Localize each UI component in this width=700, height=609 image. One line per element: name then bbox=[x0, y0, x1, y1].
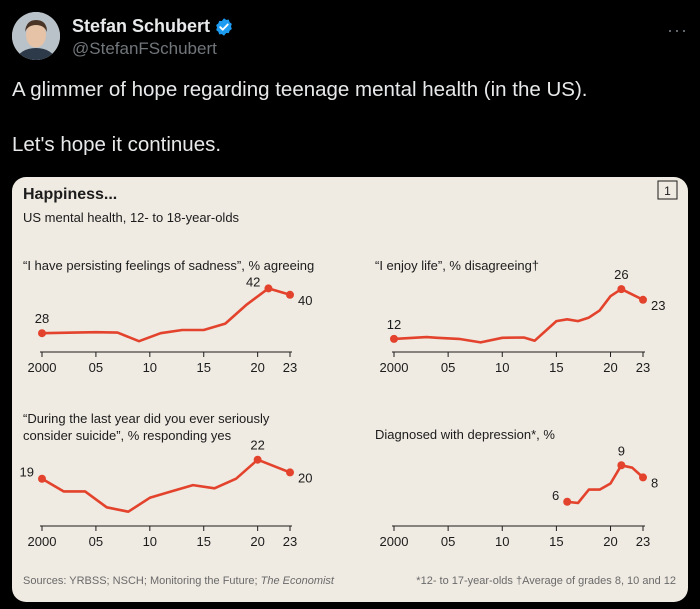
x-tick-label: 23 bbox=[636, 360, 650, 375]
x-tick-label: 10 bbox=[495, 360, 509, 375]
x-tick-label: 20 bbox=[603, 360, 617, 375]
chart-panel-3: “During the last year did you ever serio… bbox=[20, 411, 313, 549]
chart-panel-1: “I have persisting feelings of sadness”,… bbox=[23, 258, 314, 375]
data-label: 12 bbox=[387, 317, 401, 332]
data-label: 23 bbox=[651, 298, 665, 313]
x-tick-label: 05 bbox=[89, 360, 103, 375]
data-point bbox=[264, 284, 273, 293]
data-label: 6 bbox=[552, 488, 559, 503]
display-name[interactable]: Stefan Schubert bbox=[72, 16, 211, 36]
data-point bbox=[253, 455, 262, 464]
series-line bbox=[392, 287, 645, 344]
data-point bbox=[286, 468, 294, 477]
figure-number: 1 bbox=[664, 184, 671, 198]
x-tick-label: 23 bbox=[636, 534, 650, 549]
panel-title: Diagnosed with depression*, % bbox=[375, 427, 555, 442]
chart-panel-2: “I enjoy life”, % disagreeing† 2000 05 10 15… bbox=[375, 258, 665, 375]
x-tick-label: 15 bbox=[197, 360, 211, 375]
data-label: 9 bbox=[618, 443, 625, 458]
name-row: Stefan Schubert bbox=[72, 16, 234, 37]
x-tick-label: 05 bbox=[441, 534, 455, 549]
series-line bbox=[565, 463, 645, 505]
x-tick-label: 2000 bbox=[380, 534, 409, 549]
series-line bbox=[40, 287, 292, 343]
sources-text: Sources: YRBSS; NSCH; Monitoring the Fut… bbox=[23, 575, 261, 587]
data-point bbox=[38, 329, 46, 338]
data-label: 28 bbox=[35, 311, 49, 326]
x-tick-label: 05 bbox=[441, 360, 455, 375]
user-handle[interactable]: @StefanFSchubert bbox=[72, 39, 217, 58]
panel-title: consider suicide”, % responding yes bbox=[23, 428, 232, 443]
data-label: 22 bbox=[250, 438, 264, 453]
panel-title: “I enjoy life”, % disagreeing† bbox=[375, 258, 539, 273]
figure-title: Happiness... bbox=[23, 186, 117, 203]
data-label: 26 bbox=[614, 267, 628, 282]
data-label: 40 bbox=[298, 293, 312, 308]
data-point bbox=[639, 295, 647, 304]
chart-image[interactable]: Happiness... US mental health, 12- to 18… bbox=[12, 177, 688, 602]
data-label: 20 bbox=[298, 470, 312, 485]
more-options-icon[interactable]: ··· bbox=[667, 20, 688, 40]
x-tick-label: 10 bbox=[143, 534, 157, 549]
x-tick-label: 23 bbox=[283, 534, 297, 549]
figure-subtitle: US mental health, 12- to 18-year-olds bbox=[23, 210, 240, 225]
x-tick-label: 20 bbox=[250, 360, 264, 375]
figure-footnote: *12- to 17-year-olds †Average of grades … bbox=[416, 575, 676, 587]
x-tick-label: 15 bbox=[549, 534, 563, 549]
series-line bbox=[40, 458, 292, 514]
data-point bbox=[563, 497, 572, 506]
x-tick-label: 23 bbox=[283, 360, 297, 375]
x-tick-label: 20 bbox=[250, 534, 264, 549]
data-label: 19 bbox=[20, 465, 34, 480]
x-tick-label: 15 bbox=[197, 534, 211, 549]
data-point bbox=[38, 474, 46, 483]
tweet-line-1: A glimmer of hope regarding teenage ment… bbox=[12, 78, 588, 101]
x-tick-label: 2000 bbox=[380, 360, 409, 375]
tweet-text: A glimmer of hope regarding teenage ment… bbox=[12, 76, 672, 159]
tweet-header: Stefan Schubert @StefanFSchubert ··· bbox=[12, 12, 688, 64]
figure-number-box bbox=[657, 180, 678, 200]
x-tick-label: 10 bbox=[143, 360, 157, 375]
x-tick-label: 15 bbox=[549, 360, 563, 375]
data-point bbox=[390, 334, 398, 343]
data-point bbox=[639, 473, 647, 482]
x-tick-label: 10 bbox=[495, 534, 509, 549]
figure-sources: Sources: YRBSS; NSCH; Monitoring the Fut… bbox=[23, 575, 335, 587]
data-point bbox=[286, 290, 294, 299]
data-label: 8 bbox=[651, 475, 658, 490]
figure-svg: Happiness... US mental health, 12- to 18… bbox=[20, 180, 678, 587]
x-tick-label: 05 bbox=[89, 534, 103, 549]
data-label: 42 bbox=[246, 274, 260, 289]
data-point bbox=[617, 285, 626, 294]
tweet-line-2: Let's hope it continues. bbox=[12, 133, 222, 156]
chart-panel-4: Diagnosed with depression*, % 2000 05 10 15 2… bbox=[375, 427, 658, 549]
avatar[interactable] bbox=[12, 12, 60, 60]
x-tick-label: 2000 bbox=[28, 534, 57, 549]
panel-title: “I have persisting feelings of sadness”,… bbox=[23, 258, 314, 273]
verified-badge-icon bbox=[216, 17, 232, 36]
sources-italic: The Economist bbox=[261, 575, 335, 587]
data-point bbox=[617, 461, 626, 470]
panel-title: “During the last year did you ever serio… bbox=[23, 411, 270, 426]
x-tick-label: 2000 bbox=[28, 360, 57, 375]
x-tick-label: 20 bbox=[603, 534, 617, 549]
